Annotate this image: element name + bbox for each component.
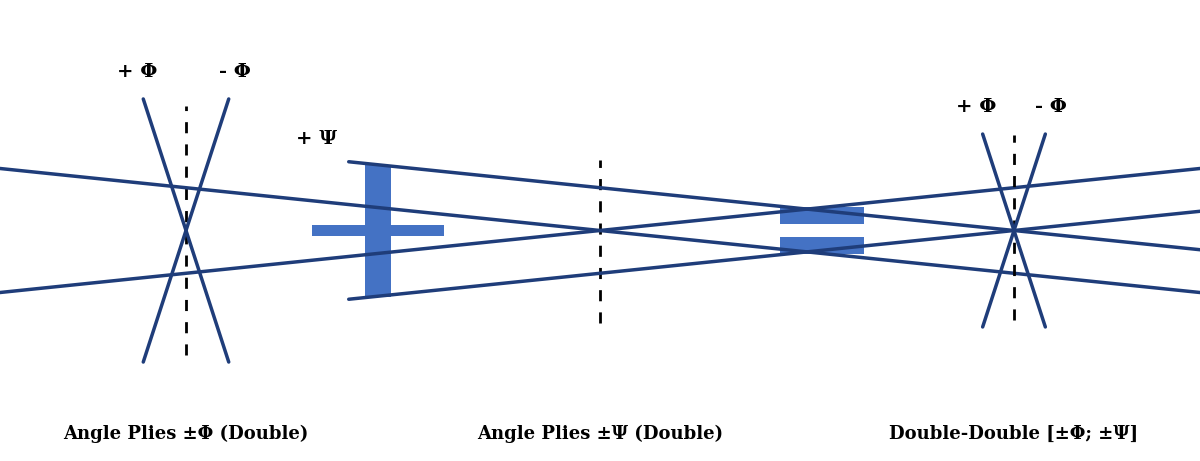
Text: - Φ: - Φ (1036, 98, 1067, 116)
Text: Double-Double [±Φ; ±Ψ]: Double-Double [±Φ; ±Ψ] (889, 425, 1139, 443)
Text: + Φ: + Φ (118, 63, 157, 81)
Text: Angle Plies ±Φ (Double): Angle Plies ±Φ (Double) (64, 424, 308, 443)
Text: - Φ: - Φ (218, 63, 251, 81)
Text: + Ψ: + Ψ (295, 130, 337, 148)
Text: + Φ: + Φ (956, 98, 997, 116)
FancyBboxPatch shape (780, 237, 864, 254)
Text: Angle Plies ±Ψ (Double): Angle Plies ±Ψ (Double) (476, 424, 724, 443)
FancyBboxPatch shape (312, 225, 444, 236)
FancyBboxPatch shape (365, 165, 391, 296)
FancyBboxPatch shape (780, 207, 864, 224)
